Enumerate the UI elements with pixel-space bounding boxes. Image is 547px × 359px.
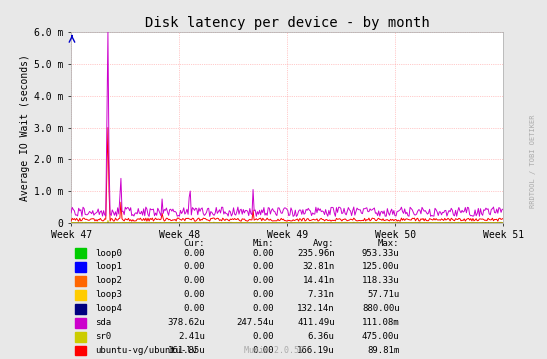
Text: 247.54u: 247.54u [237,318,274,327]
Text: 89.81m: 89.81m [367,346,399,355]
Title: Disk latency per device - by month: Disk latency per device - by month [145,16,429,30]
Text: Min:: Min: [253,239,274,248]
Text: Max:: Max: [378,239,399,248]
Text: 32.81n: 32.81n [302,262,335,271]
Text: loop3: loop3 [95,290,122,299]
Text: RRDTOOL / TOBI OETIKER: RRDTOOL / TOBI OETIKER [531,115,536,208]
Text: 0.00: 0.00 [253,262,274,271]
Text: 0.00: 0.00 [253,290,274,299]
Bar [75,262,86,272]
Text: sr0: sr0 [95,332,111,341]
Text: 14.41n: 14.41n [302,276,335,285]
Text: 0.00: 0.00 [253,248,274,257]
Text: 0.00: 0.00 [253,276,274,285]
Text: 0.00: 0.00 [184,290,205,299]
Text: Munin 2.0.57: Munin 2.0.57 [243,346,304,355]
Text: 880.00u: 880.00u [362,304,399,313]
Text: 125.00u: 125.00u [362,262,399,271]
Text: 953.33u: 953.33u [362,248,399,257]
Text: 166.19u: 166.19u [297,346,335,355]
Bar [75,290,86,300]
Bar [75,304,86,314]
Bar [75,248,86,258]
Text: 235.96n: 235.96n [297,248,335,257]
Text: 0.00: 0.00 [253,346,274,355]
Text: 0.00: 0.00 [184,262,205,271]
Text: 6.36u: 6.36u [308,332,335,341]
Text: 161.85u: 161.85u [167,346,205,355]
Y-axis label: Average IO Wait (seconds): Average IO Wait (seconds) [20,54,30,201]
Text: 378.62u: 378.62u [167,318,205,327]
Text: 411.49u: 411.49u [297,318,335,327]
Text: sda: sda [95,318,111,327]
Bar [75,346,86,355]
Text: ubuntu-vg/ubuntu-lv: ubuntu-vg/ubuntu-lv [95,346,197,355]
Text: 0.00: 0.00 [184,304,205,313]
Text: 7.31n: 7.31n [308,290,335,299]
Text: 0.00: 0.00 [253,332,274,341]
Text: 132.14n: 132.14n [297,304,335,313]
Text: Cur:: Cur: [184,239,205,248]
Text: 111.08m: 111.08m [362,318,399,327]
Text: loop2: loop2 [95,276,122,285]
Text: 475.00u: 475.00u [362,332,399,341]
Text: 0.00: 0.00 [184,276,205,285]
Text: loop0: loop0 [95,248,122,257]
Text: 2.41u: 2.41u [178,332,205,341]
Text: Avg:: Avg: [313,239,335,248]
Bar [75,276,86,286]
Text: 0.00: 0.00 [253,304,274,313]
Bar [75,318,86,327]
Text: loop4: loop4 [95,304,122,313]
Text: 0.00: 0.00 [184,248,205,257]
Text: 57.71u: 57.71u [367,290,399,299]
Bar [75,332,86,341]
Text: 118.33u: 118.33u [362,276,399,285]
Text: loop1: loop1 [95,262,122,271]
